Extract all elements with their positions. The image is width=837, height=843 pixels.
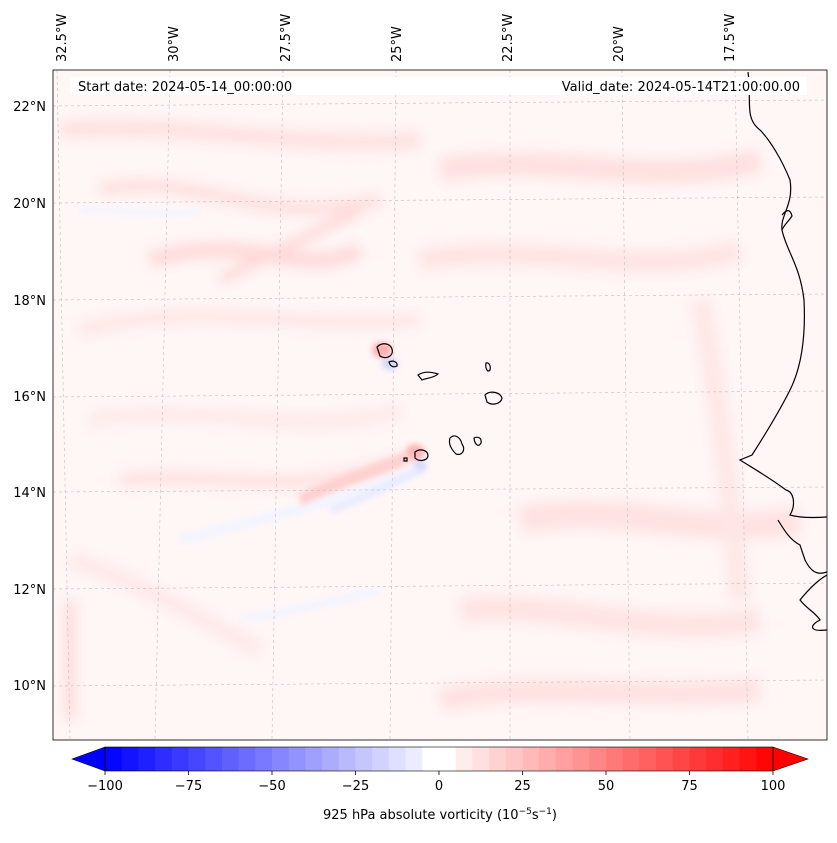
colorbar-cell [221,747,239,771]
lat-label-22n: 22°N [13,100,46,115]
colorbar-cell [372,747,390,771]
map-border [52,69,828,741]
colorbar-cell [539,747,557,771]
sal-island [485,362,491,372]
colorbar-cell [388,747,406,771]
colorbar-cell [672,747,690,771]
graticule-lines [53,70,827,740]
lat-label-12n: 12°N [13,583,46,598]
colorbar-cell [155,747,173,771]
colorbar-cells [105,747,774,771]
lon-label-17-5w: 17.5°W [723,14,738,62]
colorbar-tick-label: 50 [598,779,615,794]
colorbar-cell [555,747,573,771]
lon-label-27-5w: 27.5°W [279,14,294,62]
colorbar-cell [138,747,156,771]
colorbar-cell [422,747,440,771]
coastlines [376,71,827,631]
lon-label-32-5w: 32.5°W [55,14,70,62]
coast-inlet [781,210,793,231]
colorbar-cell [656,747,674,771]
colorbar-cell [405,747,423,771]
colorbar-cell [505,747,523,771]
lon-label-20w: 20°W [612,26,627,62]
colorbar-min-extension [71,746,106,772]
coast-detail [777,519,827,574]
lat-label-16n: 16°N [13,390,46,405]
colorbar-cell [622,747,640,771]
lon-label-25w: 25°W [390,26,405,62]
lat-label-18n: 18°N [13,294,46,309]
colorbar-cell [639,747,657,771]
longitude-labels: 32.5°W 30°W 27.5°W 25°W 22.5°W 20°W 17.5… [55,14,738,62]
africa-coastline [738,71,827,519]
sao-vicente-island [388,360,398,368]
africa-coastline-south [799,574,827,631]
latitude-labels: 22°N 20°N 18°N 16°N 14°N 12°N 10°N [13,100,46,694]
map-panel[interactable]: Start date: 2024-05-14_00:00:00 Valid_da… [53,70,827,740]
start-date-label: Start date: 2024-05-14_00:00:00 [78,80,292,95]
colorbar-cell [238,747,256,771]
lat-label-20n: 20°N [13,197,46,212]
colorbar-cell [255,747,273,771]
header-box [70,77,807,95]
colorbar-tick-label: 0 [435,779,443,794]
colorbar-cell [756,747,774,771]
colorbar-cell [589,747,607,771]
colorbar-cell [472,747,490,771]
maio-island [473,436,482,446]
colorbar-cell [171,747,189,771]
colorbar-cell [105,747,123,771]
colorbar-cell [689,747,707,771]
colorbar-max-extension [772,746,809,772]
colorbar-cell [288,747,306,771]
colorbar-tick-label: 100 [761,779,786,794]
lat-label-14n: 14°N [13,486,46,501]
colorbar-cell [205,747,223,771]
colorbar-tick-label: −75 [175,779,202,794]
brava-island [403,457,408,462]
colorbar-cell [305,747,323,771]
fogo-island [414,449,429,462]
colorbar-cell [706,747,724,771]
colorbar-tick-label: −50 [258,779,285,794]
colorbar-tick-label: 25 [514,779,531,794]
colorbar-tick-label: −25 [342,779,369,794]
colorbar-cell [522,747,540,771]
lon-label-22-5w: 22.5°W [501,14,516,62]
colorbar: −100 −75 −50 −25 0 25 50 75 100 925 hPa absolute… [71,746,809,823]
colorbar-cell [489,747,507,771]
santiago-island [448,435,465,455]
lat-label-10n: 10°N [13,679,46,694]
sao-nicolau-island [417,371,440,381]
colorbar-cell [338,747,356,771]
vorticity-streaks [59,118,803,720]
colorbar-cell [188,747,206,771]
santo-antao-island [376,343,393,359]
valid-date-label: Valid_date: 2024-05-14T21:00:00.00 [562,80,800,95]
colorbar-tick-label: −100 [87,779,123,794]
colorbar-cell [455,747,473,771]
colorbar-cell [606,747,624,771]
colorbar-cell [272,747,290,771]
colorbar-cell [121,747,139,771]
colorbar-cell [439,747,457,771]
colorbar-cell [572,747,590,771]
colorbar-tick-label: 75 [681,779,698,794]
colorbar-title: 925 hPa absolute vorticity (10−5s−1) [323,807,557,823]
colorbar-cell [322,747,340,771]
colorbar-cell [722,747,740,771]
colorbar-ticks: −100 −75 −50 −25 0 25 50 75 100 [87,771,785,794]
boa-vista-island [484,391,503,405]
colorbar-cell [739,747,757,771]
colorbar-cell [355,747,373,771]
lon-label-30w: 30°W [167,26,182,62]
